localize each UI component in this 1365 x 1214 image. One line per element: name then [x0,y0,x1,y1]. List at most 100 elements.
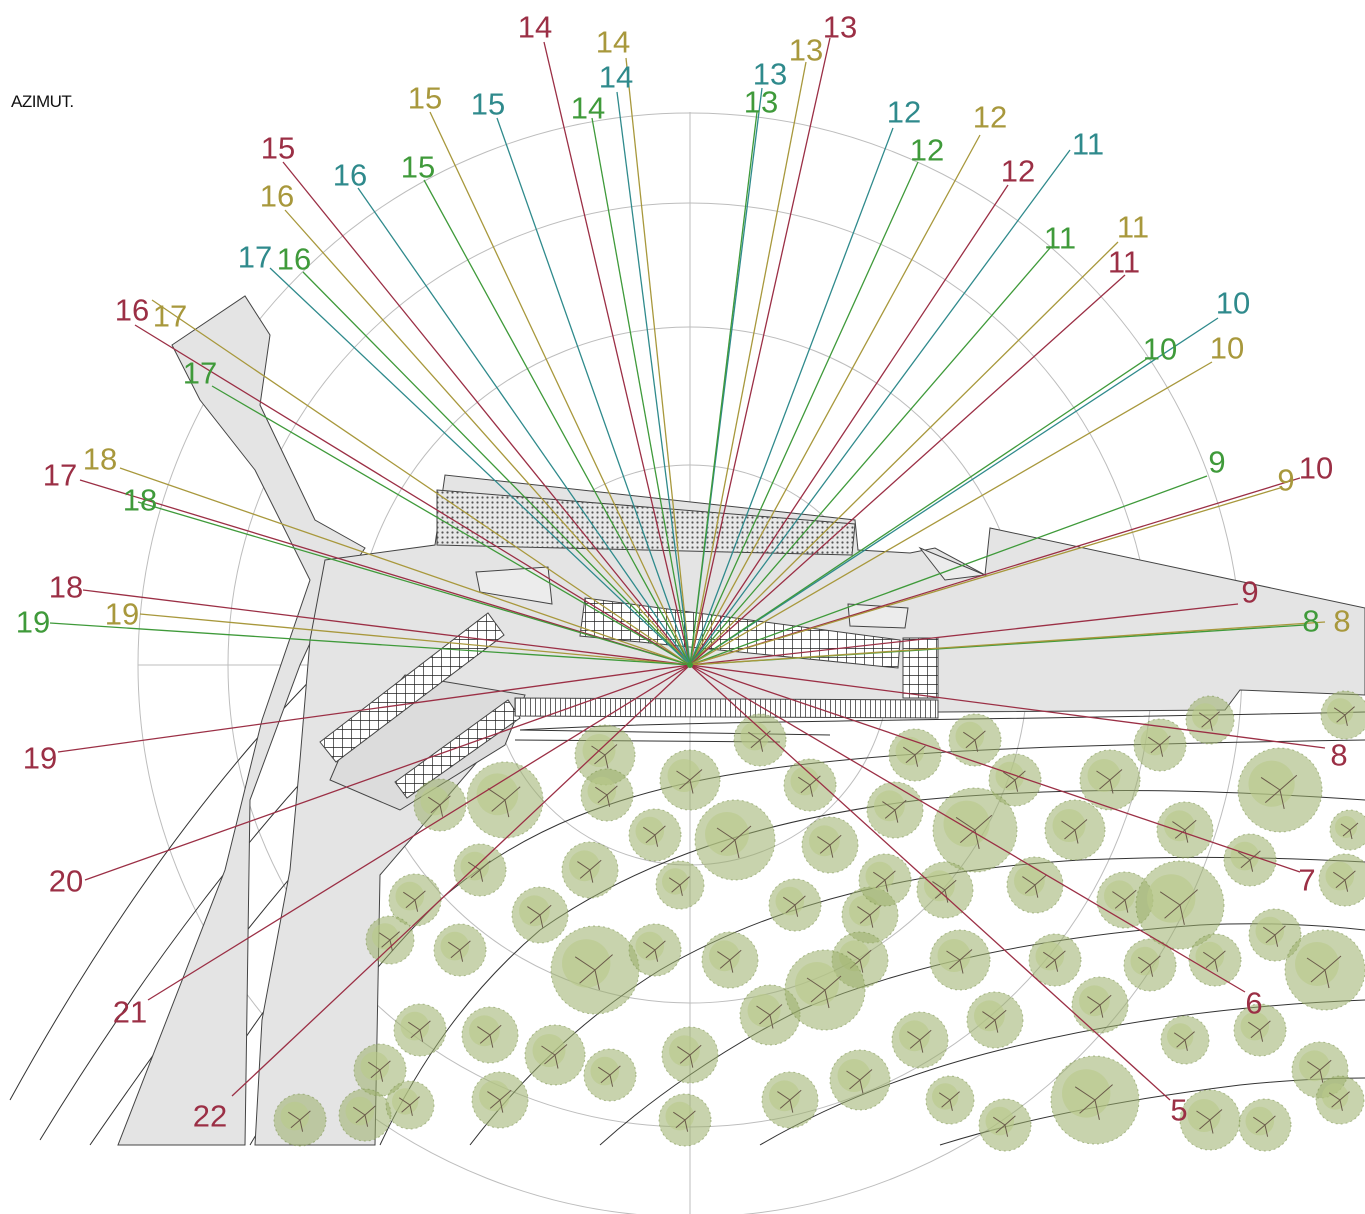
hour-label: 9 [1208,445,1225,480]
hour-label: 9 [1277,463,1294,498]
azimuth-ray [689,664,1246,993]
hour-label: 16 [333,158,367,193]
hour-label: 9 [1241,575,1258,610]
tree-icon [1123,938,1177,992]
azimuth-ray [137,501,691,666]
azimuth-ray [147,664,691,1001]
hour-label: 18 [123,483,157,518]
tree-icon [385,1080,435,1130]
azimuth-ray [689,241,1119,666]
hour-label: 17 [238,240,272,275]
tree-icon [393,1003,447,1057]
azimuth-ray [211,385,691,666]
azimuth-ray [689,134,981,666]
tree-icon [891,1011,949,1069]
hour-label: 12 [1001,154,1035,189]
azimuth-ray [139,613,691,666]
hour-label: 14 [518,10,552,45]
tree-icon [561,841,619,899]
hour-label: 6 [1245,986,1262,1021]
azimuth-ray [423,179,691,666]
tree-icon [701,931,759,989]
grid-panel-diagonal-2 [394,699,521,799]
azimuth-ray [689,664,1326,749]
azimuth-ray [689,274,1126,666]
hour-label: 22 [193,1099,227,1134]
tree-icon [413,778,467,832]
hour-label: 13 [789,33,823,68]
tree-icon [658,1093,712,1147]
hour-label: 18 [83,442,117,477]
azimuth-ray [689,127,894,666]
tree-icon [1188,933,1242,987]
azimuth-ray [82,589,691,666]
tree-icon [1071,976,1129,1034]
hour-label: 20 [49,864,83,899]
hour-label: 13 [753,57,787,92]
tree-icon [1179,1089,1241,1151]
hour-label: 15 [401,150,435,185]
azimuth-ray [689,37,831,666]
pergola-south [514,697,939,719]
hour-label: 19 [105,597,139,632]
tree-icon [580,768,634,822]
hour-label: 11 [1117,210,1149,245]
tree-icon [1223,833,1277,887]
stair-block [847,603,909,629]
azimuth-ray [689,361,1213,666]
tree-icon [1133,718,1187,772]
azimuth-ray [689,111,758,666]
azimuth-ray [689,664,1301,873]
hour-label: 17 [153,299,187,334]
tree-icon [1233,1003,1287,1057]
azimuth-ray [79,479,691,666]
azimuth-ray [282,161,691,666]
azimuth-ray [689,621,1326,666]
hour-label: 16 [260,179,294,214]
tree-icon [628,808,682,862]
tree-icon [388,873,442,927]
tree-icon [1318,853,1365,907]
hour-label: 17 [183,356,217,391]
azimuth-ray [689,149,1071,666]
hour-label: 5 [1170,1093,1187,1128]
tree-icon [511,886,569,944]
tree-icon [929,929,991,991]
hour-label: 19 [16,605,50,640]
tree-icon [866,781,924,839]
tree-icon [1006,856,1064,914]
hour-label: 13 [744,85,778,120]
tree-icon [466,761,544,839]
tree-icon [433,923,487,977]
tree-icon [1028,933,1082,987]
hour-label: 11 [1072,127,1104,162]
tree-icon [1320,690,1365,740]
azimuth-ray [269,267,691,666]
azimuth-ray [49,622,691,666]
azimuth-ray [616,91,691,666]
tree-icon [583,1048,637,1102]
tree-icon [925,1075,975,1125]
tree-icon [932,787,1018,873]
hour-label: 10 [1210,331,1244,366]
hour-label: 7 [1298,863,1315,898]
hour-label: 14 [596,25,630,60]
tree-icon [524,1024,586,1086]
hour-label: 11 [1108,245,1140,280]
hour-label: 8 [1333,604,1350,639]
main-platform [254,474,1365,1146]
tree-icon [1185,695,1235,745]
azimuth-ray [84,664,691,881]
tree-icon [916,861,974,919]
tree-icon [784,949,866,1031]
hour-label: 18 [49,570,83,605]
azimuth-ray [119,467,691,666]
hour-label: 16 [115,293,149,328]
azimuth-ray [591,117,691,666]
azimuth-ray [689,184,1009,666]
tree-icon [1135,860,1225,950]
diagram-title: AZIMUT. [11,92,74,111]
tree-icon [628,923,682,977]
tree-icon [783,758,837,812]
